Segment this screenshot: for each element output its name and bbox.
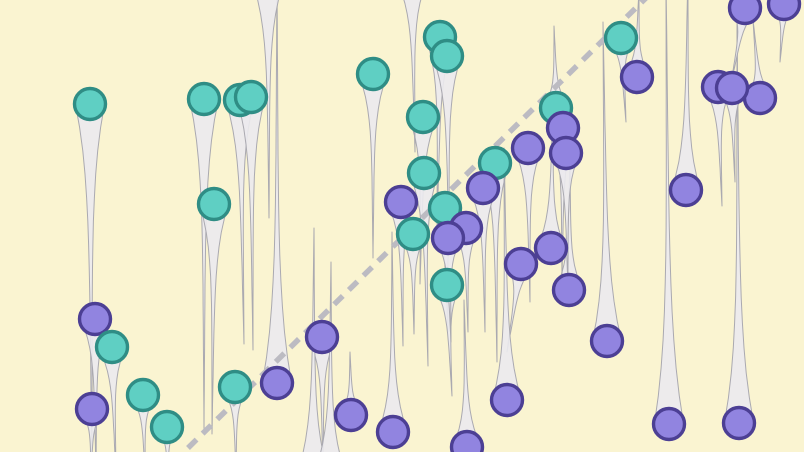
comet-tail	[431, 284, 463, 397]
comet-tail	[320, 261, 340, 452]
data-point-purple	[449, 429, 485, 452]
comet-tail	[670, 0, 702, 191]
data-point-teal	[406, 155, 442, 191]
data-point-purple	[74, 391, 110, 427]
comet-tail	[512, 147, 544, 303]
comet-tail	[467, 187, 499, 333]
data-point-purple	[651, 406, 687, 442]
comet-tail	[723, 21, 755, 424]
comet-tail	[224, 99, 256, 345]
data-point-teal	[94, 329, 130, 365]
data-point-purple	[333, 397, 369, 433]
comet-tail	[257, 0, 279, 219]
comet-tail	[702, 86, 734, 207]
data-point-teal	[217, 369, 253, 405]
data-point-purple	[727, 0, 763, 26]
data-point-teal	[355, 56, 391, 92]
data-point-teal	[72, 86, 108, 122]
data-point-purple	[510, 130, 546, 166]
data-point-teal	[125, 377, 161, 413]
comet-tail	[306, 336, 338, 452]
data-point-purple	[551, 272, 587, 308]
comet-tail	[79, 318, 111, 452]
data-point-purple	[430, 220, 466, 256]
comet-tail	[74, 103, 106, 452]
data-point-teal	[233, 79, 269, 115]
comet-tail	[716, 87, 748, 183]
comet-tail	[397, 233, 429, 335]
comet-tail	[235, 96, 267, 351]
data-point-teal	[186, 81, 222, 117]
data-point-purple	[77, 301, 113, 337]
comet-tail	[377, 231, 409, 433]
data-points-layer	[72, 0, 802, 452]
comet-tail	[261, 0, 293, 384]
comet-tail	[403, 0, 422, 153]
data-point-teal	[395, 216, 431, 252]
comet-tail	[219, 386, 251, 452]
data-point-purple	[489, 382, 525, 418]
comet-tail	[479, 162, 511, 363]
data-point-purple	[503, 246, 539, 282]
data-point-teal	[196, 186, 232, 222]
data-point-purple	[721, 405, 757, 441]
comet-tail	[335, 351, 367, 416]
data-point-purple	[668, 172, 704, 208]
comet-tail	[96, 346, 128, 452]
comet-tail	[127, 394, 159, 452]
data-point-purple	[465, 170, 501, 206]
data-point-purple	[304, 319, 340, 355]
data-point-purple	[259, 365, 295, 401]
comet-tail	[653, 0, 685, 425]
data-point-teal	[603, 20, 639, 56]
data-point-purple	[714, 70, 750, 106]
data-point-teal	[429, 267, 465, 303]
data-point-teal	[149, 409, 185, 445]
data-point-purple	[375, 414, 411, 450]
data-point-teal	[429, 38, 465, 74]
data-point-purple	[766, 0, 802, 22]
data-point-teal	[405, 99, 441, 135]
data-point-purple	[589, 323, 625, 359]
comet-tail	[76, 408, 108, 452]
data-point-purple	[619, 59, 655, 95]
comet-tail	[591, 21, 623, 342]
comet-tail	[450, 227, 482, 333]
comet-tail	[451, 299, 483, 448]
comet-tail	[357, 73, 389, 259]
data-point-purple	[533, 230, 569, 266]
data-point-purple	[383, 184, 419, 220]
data-point-purple	[548, 135, 584, 171]
